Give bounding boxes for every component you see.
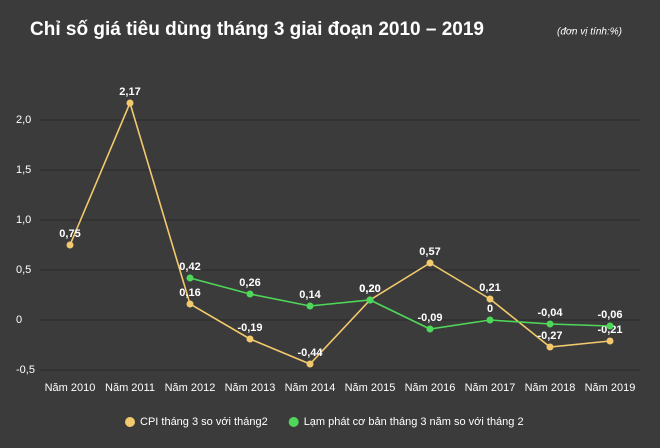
data-label: -0,09 [417, 312, 442, 324]
y-tick-label: -0,5 [16, 364, 35, 376]
series-line [69, 100, 611, 365]
x-tick-label: Năm 2010 [45, 382, 96, 394]
legend-marker [288, 417, 299, 427]
y-tick-label: 1,0 [16, 214, 31, 226]
data-label: 0,75 [59, 228, 80, 240]
x-tick-label: Năm 2011 [105, 382, 155, 394]
y-tick-label: 0,5 [16, 264, 31, 276]
point [126, 99, 134, 107]
y-tick-label: 2,0 [16, 114, 31, 126]
data-label: 0,57 [419, 246, 440, 258]
point [306, 360, 314, 368]
point [246, 290, 254, 298]
data-label: 0,20 [359, 283, 380, 295]
data-label: -0,19 [237, 322, 262, 334]
data-label: 0,20 [359, 283, 380, 295]
point [306, 302, 314, 310]
data-label: 0,26 [239, 277, 260, 289]
series-line [189, 277, 611, 330]
data-label: 0 [487, 303, 493, 315]
point [186, 300, 194, 308]
data-label: -0,04 [537, 307, 563, 319]
y-tick-label: 0 [16, 314, 22, 326]
point [546, 343, 554, 351]
legend-label: Lạm phát cơ bản tháng 3 năm so với tháng… [304, 416, 524, 428]
point [606, 322, 614, 330]
data-label: 0,16 [179, 287, 200, 299]
chart-subtitle: (đơn vị tính:%) [557, 27, 622, 38]
x-tick-label: Năm 2019 [585, 382, 636, 394]
point [186, 274, 194, 282]
data-label: 0,42 [179, 261, 200, 273]
point [486, 316, 494, 324]
x-tick-label: Năm 2018 [525, 382, 576, 394]
data-label: -0,27 [537, 330, 562, 342]
data-label: 2,17 [119, 86, 140, 98]
point [246, 335, 254, 343]
point [426, 259, 434, 267]
data-label: -0,06 [597, 309, 622, 321]
x-tick-label: Năm 2014 [285, 382, 336, 394]
x-tick-label: Năm 2017 [465, 382, 516, 394]
x-tick-label: Năm 2012 [165, 382, 216, 394]
data-label: -0,21 [597, 324, 622, 336]
chart-title: Chỉ số giá tiêu dùng tháng 3 giai đoạn 2… [30, 19, 484, 40]
point [546, 320, 554, 328]
point [66, 241, 74, 249]
data-label: 0,21 [479, 282, 500, 294]
data-label: 0,14 [299, 289, 321, 301]
legend-label: CPI tháng 3 so với tháng2 [140, 416, 268, 428]
point [366, 296, 374, 304]
data-label: -0,44 [297, 347, 323, 359]
y-tick-label: 1,5 [16, 164, 31, 176]
point [426, 325, 434, 333]
legend-marker [125, 417, 135, 427]
point [486, 295, 494, 303]
x-tick-label: Năm 2016 [405, 382, 456, 394]
x-tick-label: Năm 2015 [345, 382, 396, 394]
x-tick-label: Năm 2013 [225, 382, 276, 394]
point [606, 337, 614, 345]
